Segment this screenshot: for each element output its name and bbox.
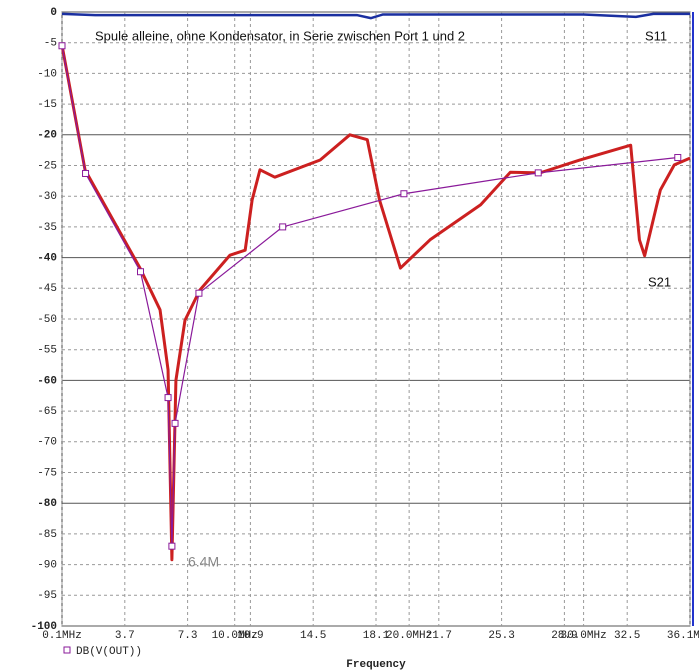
data-point xyxy=(279,223,287,231)
y-tick-label: -75 xyxy=(37,467,57,479)
x-tick-label: 30.0MHz xyxy=(560,630,606,642)
data-point xyxy=(400,190,408,198)
x-tick-label: 18.1 xyxy=(363,630,390,642)
x-axis-label: Frequency xyxy=(346,659,406,671)
annotation: 6.4M xyxy=(188,554,219,570)
x-tick-label: 7.3 xyxy=(178,630,198,642)
x-tick-label: 3.7 xyxy=(115,630,135,642)
data-point xyxy=(674,154,682,162)
y-tick-label: 0 xyxy=(50,7,57,19)
legend-label: DB(V(OUT)) xyxy=(76,646,142,658)
y-tick-label: -95 xyxy=(37,590,57,602)
data-point xyxy=(82,169,90,177)
data-point xyxy=(195,289,203,297)
y-tick-label: -20 xyxy=(37,130,57,142)
y-tick-label: -25 xyxy=(37,160,57,172)
data-point xyxy=(164,394,172,402)
y-tick-label: -100 xyxy=(31,621,57,633)
x-tick-label: 36.1MHz xyxy=(667,630,699,642)
data-point xyxy=(171,419,179,427)
data-point xyxy=(534,169,542,177)
y-tick-label: -15 xyxy=(37,99,57,111)
y-tick-label: -65 xyxy=(37,406,57,418)
y-tick-label: -5 xyxy=(44,38,57,50)
marks xyxy=(58,12,691,562)
data-point xyxy=(168,542,176,550)
y-tick-label: -45 xyxy=(37,283,57,295)
y-tick-label: -40 xyxy=(37,253,57,265)
x-tick-label: 20.0MHz xyxy=(386,630,432,642)
x-tick-label: 21.7 xyxy=(426,630,452,642)
y-tick-label: -90 xyxy=(37,560,57,572)
y-tick-label: -35 xyxy=(37,222,57,234)
y-tick-label: -30 xyxy=(37,191,57,203)
legend-icon xyxy=(63,646,71,654)
x-tick-label: 28.9 xyxy=(551,630,577,642)
x-tick-label: 10.9 xyxy=(237,630,263,642)
x-tick-label: 10.0MHz xyxy=(212,630,258,642)
x-tick-label: 14.5 xyxy=(300,630,326,642)
y-tick-label: -85 xyxy=(37,529,57,541)
y-tick-label: -10 xyxy=(37,68,57,80)
y-tick-label: -60 xyxy=(37,375,57,387)
x-tick-label: 0.1MHz xyxy=(42,630,82,642)
annotation: S21 xyxy=(648,274,671,289)
y-tick-label: -50 xyxy=(37,314,57,326)
y-tick-label: -70 xyxy=(37,437,57,449)
annotation: S11 xyxy=(645,28,667,43)
x-tick-label: 32.5 xyxy=(614,630,640,642)
chart-title: Spule alleine, ohne Kondensator, in Seri… xyxy=(95,28,465,43)
series-line xyxy=(61,12,690,20)
data-point xyxy=(58,42,66,50)
y-tick-label: -55 xyxy=(37,345,57,357)
x-tick-label: 25.3 xyxy=(488,630,514,642)
y-tick-label: -80 xyxy=(37,498,57,510)
grid xyxy=(61,11,691,627)
data-point xyxy=(137,268,144,276)
